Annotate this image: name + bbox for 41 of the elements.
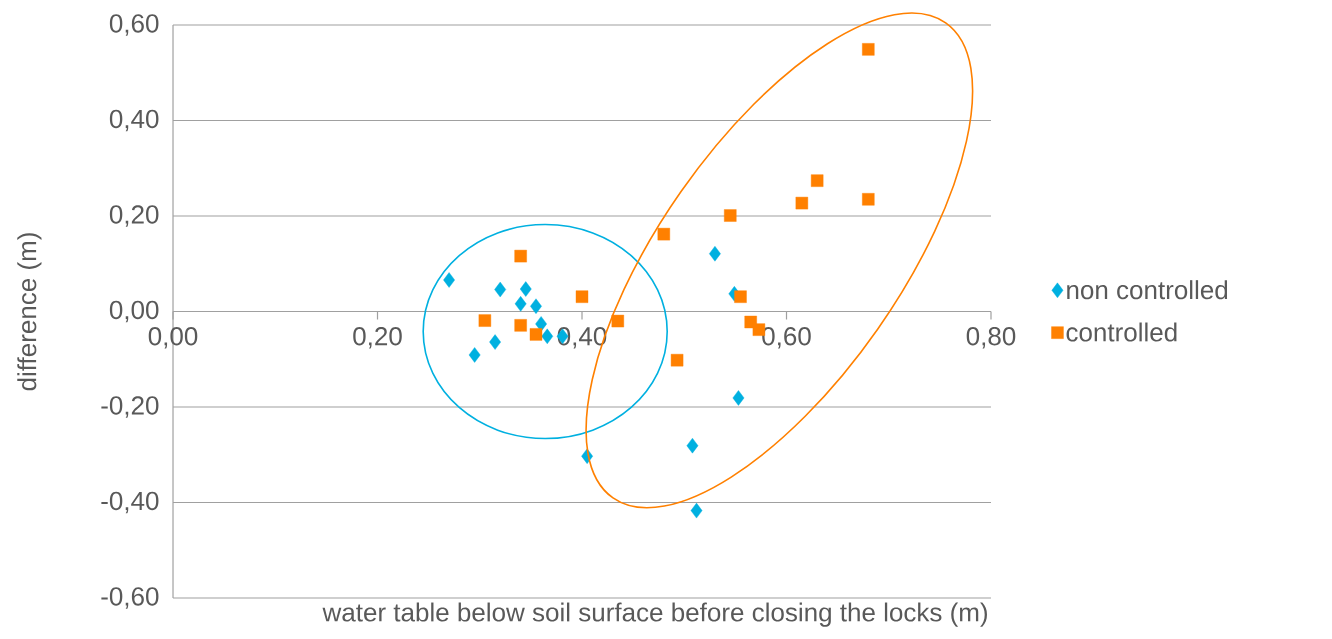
point bbox=[862, 193, 875, 206]
point bbox=[514, 319, 527, 332]
point bbox=[519, 281, 532, 297]
point bbox=[494, 281, 507, 298]
point bbox=[478, 314, 492, 327]
y-tick-label: 0,20 bbox=[109, 205, 159, 227]
point bbox=[862, 43, 875, 56]
y-tick-label: -0,40 bbox=[101, 491, 159, 514]
point bbox=[657, 227, 670, 241]
point bbox=[732, 390, 745, 406]
point bbox=[514, 296, 527, 312]
x-tick-label: 0,20 bbox=[353, 327, 402, 349]
legend-label: controlled bbox=[1066, 322, 1177, 342]
point bbox=[575, 290, 589, 303]
point bbox=[529, 328, 543, 341]
point bbox=[686, 437, 699, 454]
point bbox=[530, 298, 542, 314]
point bbox=[443, 272, 455, 288]
y-tick-label: 0,00 bbox=[109, 300, 159, 323]
point bbox=[611, 314, 624, 328]
legend-label: non controlled bbox=[1067, 280, 1228, 300]
point bbox=[541, 328, 554, 345]
point bbox=[810, 174, 824, 187]
point bbox=[670, 354, 684, 367]
y-tick-label: 0,60 bbox=[109, 14, 159, 36]
y-tick-label: -0,60 bbox=[101, 587, 159, 609]
x-tick-label: 0,80 bbox=[966, 327, 1016, 349]
point bbox=[514, 249, 527, 263]
point bbox=[489, 334, 501, 350]
x-tick-label: 0,00 bbox=[148, 327, 198, 349]
point bbox=[690, 502, 703, 519]
y-axis-title: difference (m) bbox=[17, 233, 42, 391]
x-tick-label: 0,60 bbox=[762, 327, 811, 349]
y-tick-label: -0,20 bbox=[101, 396, 159, 418]
y-tick-label: 0,40 bbox=[109, 109, 159, 132]
x-axis-title: water table below soil surface before closing the locks (m) bbox=[322, 602, 987, 627]
point bbox=[724, 209, 737, 222]
point bbox=[709, 246, 721, 262]
point bbox=[734, 290, 747, 303]
point bbox=[468, 347, 481, 363]
point bbox=[795, 196, 809, 210]
